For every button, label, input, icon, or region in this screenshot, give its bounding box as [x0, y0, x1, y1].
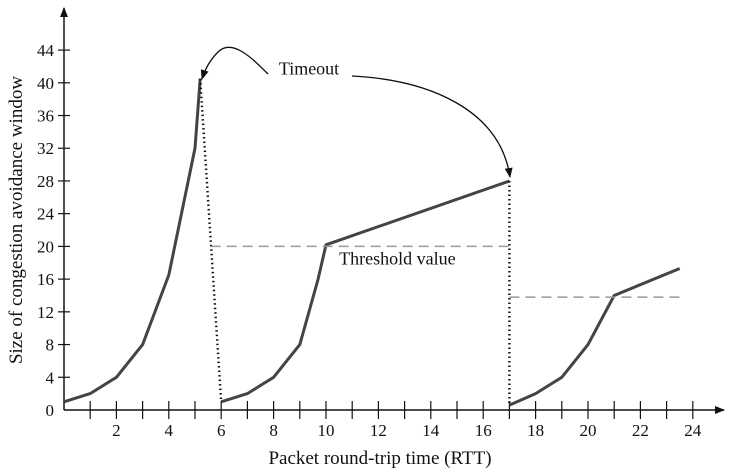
y-tick-label: 24 — [37, 205, 55, 224]
x-tick-label: 14 — [422, 421, 440, 440]
window-curve — [63, 78, 202, 404]
x-tick-label: 18 — [527, 421, 544, 440]
timeout-label: Timeout — [279, 59, 339, 79]
timeout-arrow-right — [351, 75, 513, 178]
x-tick-label: 8 — [269, 421, 278, 440]
y-tick-label: 28 — [37, 172, 54, 191]
axes — [60, 7, 725, 414]
y-tick-label: 40 — [37, 74, 54, 93]
window-curve — [220, 179, 510, 404]
y-axis-title: Size of congestion avoidance window — [6, 76, 27, 364]
y-tick-label: 36 — [37, 107, 54, 126]
y-tick-label: 8 — [46, 336, 55, 355]
x-axis-title: Packet round-trip time (RTT) — [268, 448, 491, 469]
y-tick-label: 44 — [37, 41, 55, 60]
y-tick-label: 4 — [46, 368, 55, 387]
timeout-arrow-left — [200, 46, 269, 80]
x-tick-label: 2 — [112, 421, 121, 440]
x-tick-label: 16 — [475, 421, 492, 440]
x-tick-label: 12 — [370, 421, 387, 440]
threshold-label: Threshold value — [339, 248, 455, 268]
x-tick-label: 24 — [684, 421, 702, 440]
x-tick-label: 6 — [217, 421, 226, 440]
y-tick-label: 32 — [37, 139, 54, 158]
annotations: Timeout Threshold value — [200, 46, 513, 268]
y-tick-label: 12 — [37, 303, 54, 322]
y-tick-label: 20 — [37, 237, 54, 256]
window-curve — [508, 267, 681, 407]
x-tick-label: 10 — [318, 421, 335, 440]
x-ticks: 2 4 6 8 10 12 14 16 18 20 22 24 — [89, 401, 702, 440]
y-ticks: 0 4 8 12 16 20 24 28 32 36 40 44 — [37, 41, 70, 420]
series-lines — [63, 78, 681, 407]
x-tick-label: 4 — [165, 421, 174, 440]
timeout-drop-line — [199, 78, 223, 402]
x-tick-label: 22 — [632, 421, 649, 440]
y-tick-label: 0 — [46, 401, 55, 420]
y-tick-label: 16 — [37, 270, 54, 289]
x-tick-label: 20 — [580, 421, 597, 440]
